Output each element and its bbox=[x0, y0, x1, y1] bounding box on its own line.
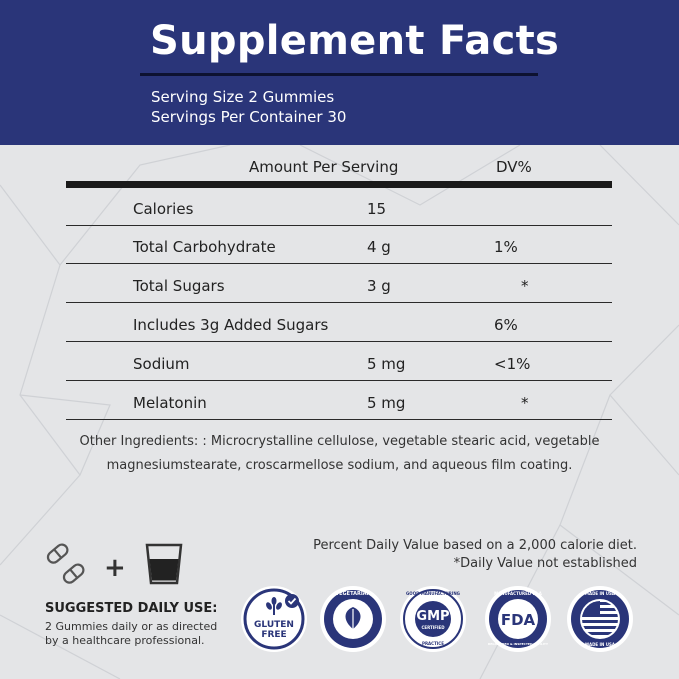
gmp-sub-label: CERTIFIED bbox=[421, 625, 445, 630]
gluten-free-line-2: FREE bbox=[261, 630, 287, 640]
fda-center-label: FDA bbox=[500, 611, 536, 629]
nutrient-dv: 1% bbox=[494, 238, 518, 256]
amount-per-serving-header: Amount Per Serving bbox=[249, 158, 399, 176]
servings-per-container: Servings Per Container 30 bbox=[151, 108, 347, 126]
gmp-ring-bottom: PRACTICE bbox=[422, 641, 444, 646]
fda-badge: MANUFACTURED IN A FDA REGISTERED & INSPE… bbox=[484, 585, 552, 653]
plus-sign: + bbox=[104, 553, 126, 583]
nutrient-amount: 5 mg bbox=[367, 394, 406, 412]
gmp-seal-icon bbox=[400, 586, 466, 652]
page-title: Supplement Facts bbox=[150, 18, 560, 64]
fda-seal-icon bbox=[485, 586, 551, 652]
suggested-use-line-1: 2 Gummies daily or as directed bbox=[45, 620, 218, 633]
nutrient-amount: 5 mg bbox=[367, 355, 406, 373]
nutrient-name: Melatonin bbox=[133, 394, 207, 412]
nutrient-name: Calories bbox=[133, 200, 194, 218]
nutrient-dv: 6% bbox=[494, 316, 518, 334]
nutrient-amount: 4 g bbox=[367, 238, 391, 256]
table-row: Sodium 5 mg <1% bbox=[66, 343, 612, 381]
nutrient-name: Total Sugars bbox=[133, 277, 225, 295]
gluten-free-badge: GLUTEN FREE bbox=[240, 585, 308, 653]
suggested-use-line-2: by a healthcare professional. bbox=[45, 634, 205, 647]
dv-not-established-note: *Daily Value not established bbox=[453, 556, 637, 571]
gmp-badge: GOOD MANUFACTURING GMP CERTIFIED PRACTIC… bbox=[399, 585, 467, 653]
other-ingredients-line-1: Other Ingredients: : Microcrystalline ce… bbox=[79, 434, 600, 449]
daily-value-note: Percent Daily Value based on a 2,000 cal… bbox=[313, 538, 637, 553]
leaf-icon bbox=[320, 586, 386, 652]
usa-ring-top: MADE IN USA bbox=[585, 591, 615, 596]
table-row: Includes 3g Added Sugars 6% bbox=[66, 304, 612, 342]
serving-size: Serving Size 2 Gummies bbox=[151, 88, 335, 106]
nutrient-name: Includes 3g Added Sugars bbox=[133, 316, 329, 334]
table-row: Total Carbohydrate 4 g 1% bbox=[66, 226, 612, 264]
nutrient-dv: <1% bbox=[494, 355, 531, 373]
table-row: Calories 15 bbox=[66, 188, 612, 226]
fda-ring-top: MANUFACTURED IN A bbox=[494, 591, 542, 596]
table-top-rule bbox=[66, 181, 612, 188]
made-in-usa-badge: MADE IN USA MADE IN USA bbox=[566, 585, 634, 653]
gmp-ring-top: GOOD MANUFACTURING bbox=[406, 591, 460, 596]
gmp-center-label: GMP bbox=[416, 609, 450, 624]
nutrient-dv: * bbox=[521, 394, 529, 412]
table-row: Total Sugars 3 g * bbox=[66, 265, 612, 303]
other-ingredients-line-2: magnesiumstearate, croscarmellose sodium… bbox=[106, 458, 573, 473]
gummy-capsules-icon bbox=[46, 543, 85, 584]
nutrient-amount: 3 g bbox=[367, 277, 391, 295]
water-glass-icon bbox=[145, 543, 183, 585]
usa-ring-bottom: MADE IN USA bbox=[585, 642, 615, 647]
table-row: Melatonin 5 mg * bbox=[66, 382, 612, 420]
title-underline bbox=[140, 73, 538, 76]
fda-ring-bottom: REGISTERED & INSPECTED FACILITY bbox=[487, 642, 549, 646]
nutrient-name: Total Carbohydrate bbox=[133, 238, 276, 256]
dv-header: DV% bbox=[496, 158, 532, 176]
nutrient-dv: * bbox=[521, 277, 529, 295]
vegetarian-label: VEGETARIAN bbox=[335, 591, 371, 597]
nutrient-amount: 15 bbox=[367, 200, 387, 218]
suggested-use-title: SUGGESTED DAILY USE: bbox=[45, 601, 218, 616]
nutrient-name: Sodium bbox=[133, 355, 190, 373]
gluten-free-icon bbox=[241, 586, 307, 652]
gluten-free-line-1: GLUTEN bbox=[254, 620, 294, 630]
usa-flag-icon bbox=[567, 586, 633, 652]
header-banner: Supplement Facts Serving Size 2 Gummies … bbox=[0, 0, 679, 145]
vegetarian-badge: VEGETARIAN bbox=[319, 585, 387, 653]
